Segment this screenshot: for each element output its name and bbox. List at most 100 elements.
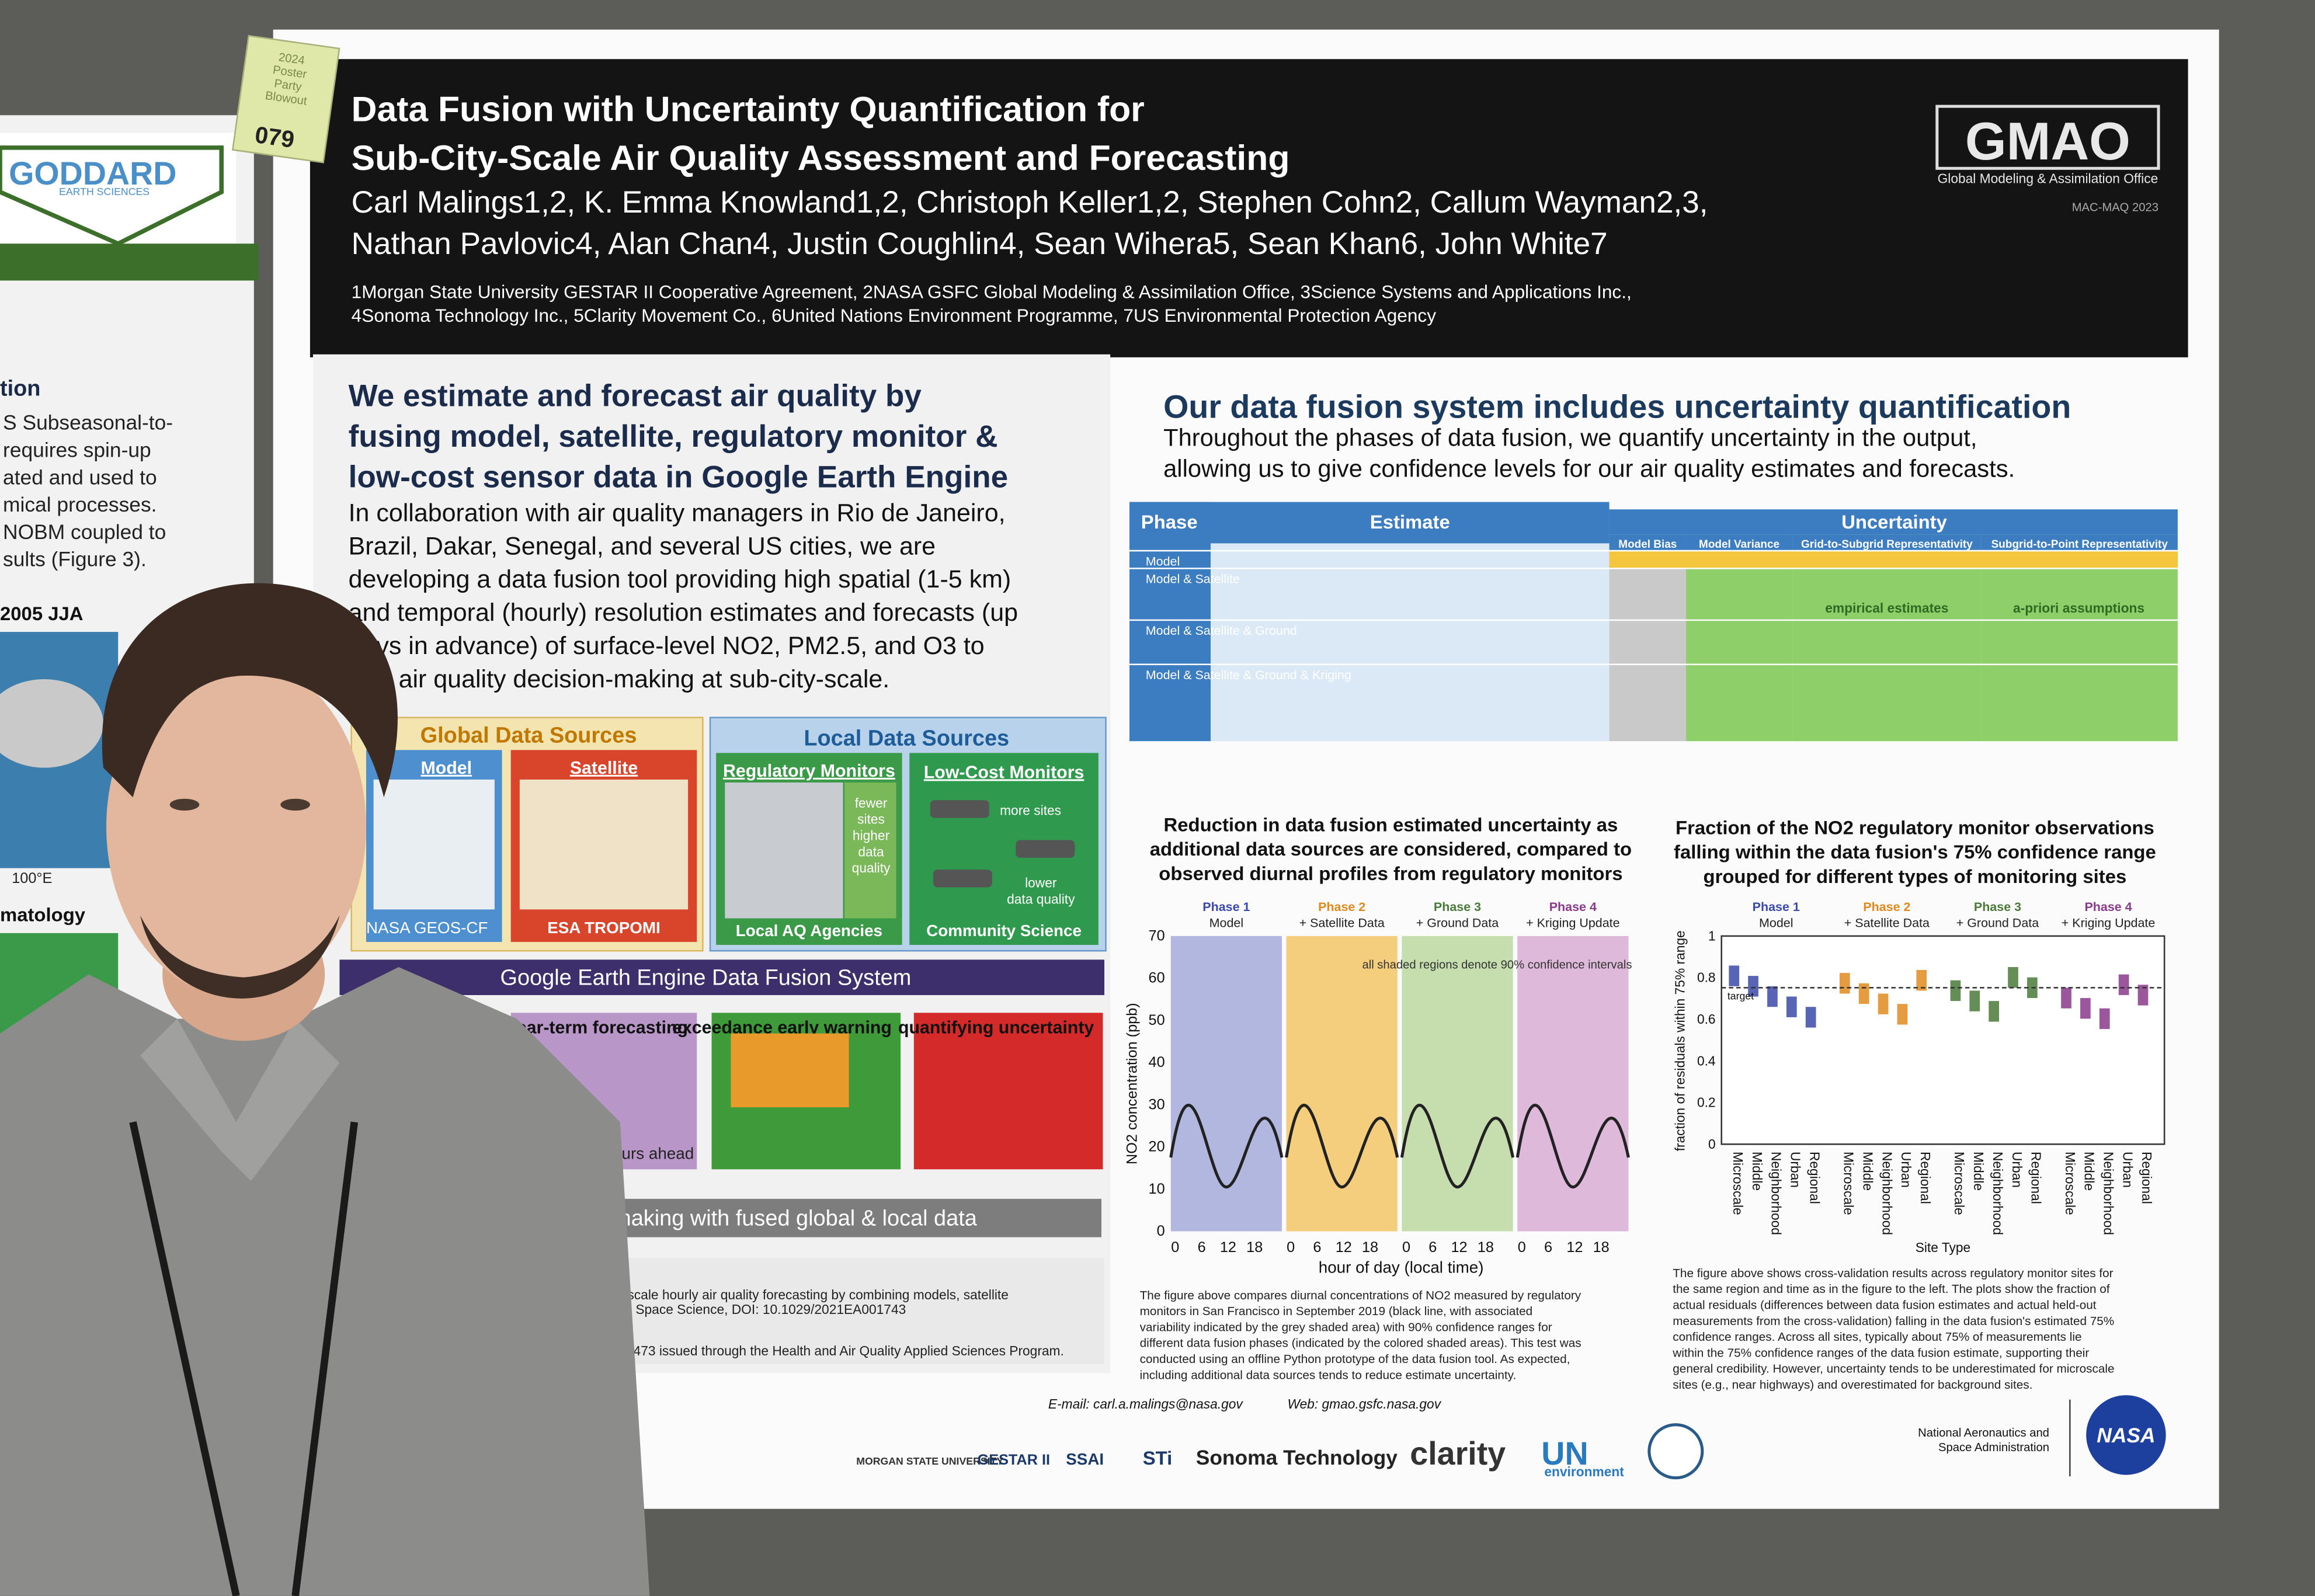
box bbox=[2118, 974, 2129, 995]
side-green bbox=[0, 244, 259, 281]
box bbox=[1897, 1004, 1908, 1025]
chart2-frame bbox=[1720, 935, 2165, 1145]
gmao-box bbox=[1935, 105, 2160, 170]
web: Web: gmao.gsfc.nasa.gov bbox=[1287, 1396, 1441, 1411]
sensor bbox=[1016, 840, 1075, 858]
phase-panel bbox=[1286, 936, 1398, 1232]
chart1-title: additional data sources are considered, … bbox=[1150, 838, 1632, 860]
funding: K1473 issued through the Health and Air … bbox=[617, 1343, 1064, 1358]
chart2-xlabel: Site Type bbox=[1916, 1240, 1970, 1255]
side-text: S Subseasonal-to- bbox=[3, 412, 173, 434]
site-label: Urban bbox=[2120, 1152, 2135, 1188]
right-intro: Throughout the phases of data fusion, we… bbox=[1163, 424, 1977, 451]
phase-sub: + Kriging Update bbox=[2062, 916, 2156, 930]
side-heading: tion bbox=[0, 377, 40, 401]
phase-sub: + Kriging Update bbox=[1526, 916, 1620, 930]
phase-title: Phase 3 bbox=[1974, 900, 2021, 914]
nasa-meatball bbox=[2086, 1395, 2166, 1475]
badge-tag bbox=[231, 34, 340, 164]
diurnal-profile bbox=[1400, 1104, 1515, 1189]
chart1-title: observed diurnal profiles from regulator… bbox=[1159, 863, 1622, 884]
diurnal-profile bbox=[1285, 1104, 1399, 1189]
nasa-text: Space Administration bbox=[1938, 1441, 2049, 1454]
output-tile bbox=[913, 1013, 1103, 1170]
gee-label: Google Earth Engine Data Fusion System bbox=[500, 965, 912, 990]
site-label: Middle bbox=[1860, 1152, 1875, 1191]
site-label: Middle bbox=[1750, 1152, 1765, 1191]
lowcost-title: Low-Cost Monitors bbox=[924, 763, 1084, 782]
epa-seal bbox=[1647, 1423, 1704, 1480]
gmao-sub: Global Modeling & Assimilation Office bbox=[1938, 171, 2158, 186]
site-label: Microscale bbox=[2063, 1152, 2078, 1215]
chart1-ylabel: NO2 concentration (ppb) bbox=[1124, 1003, 1141, 1164]
left-heading: We estimate and forecast air quality by bbox=[349, 378, 922, 413]
citation: nd Space Science, DOI: 10.1029/2021EA001… bbox=[617, 1302, 906, 1317]
left-body: port air quality decision-making at sub-… bbox=[349, 665, 890, 693]
right-intro: allowing us to give confidence levels fo… bbox=[1163, 455, 2015, 482]
email: E-mail: carl.a.malings@nasa.gov bbox=[1048, 1396, 1243, 1411]
y-tick-label: 40 bbox=[1149, 1054, 1165, 1070]
chart2-caption: actual residuals (differences between da… bbox=[1673, 1298, 2096, 1312]
eye bbox=[169, 798, 200, 811]
lowcost-note: data quality bbox=[1007, 891, 1075, 906]
header bbox=[310, 59, 2188, 357]
chart1-caption: variability indicated by the grey shaded… bbox=[1140, 1320, 1552, 1334]
reg-note: fewer bbox=[855, 795, 888, 811]
phase-title: Phase 1 bbox=[1753, 900, 1800, 914]
table-note: a-priori assumptions bbox=[2013, 600, 2144, 616]
y-tick-label: 30 bbox=[1149, 1096, 1165, 1112]
lowcost-caption: Community Science bbox=[926, 922, 1082, 940]
table-subhead bbox=[1981, 534, 2178, 551]
box bbox=[1748, 976, 1758, 997]
table-head: Phase bbox=[1141, 511, 1198, 533]
site-label: Urban bbox=[1899, 1152, 1914, 1188]
phase-sub: + Satellite Data bbox=[1299, 916, 1385, 930]
site-label: Neighborhood bbox=[1990, 1152, 2005, 1235]
title: Sub-City-Scale Air Quality Assessment an… bbox=[352, 138, 1290, 178]
exceedance-patch bbox=[731, 1033, 849, 1108]
sponsor-logo: environment bbox=[1544, 1464, 1624, 1479]
phase-title: Phase 4 bbox=[2084, 900, 2132, 914]
box bbox=[2008, 966, 2018, 988]
phase-sub: + Ground Data bbox=[1956, 916, 2039, 930]
box bbox=[1878, 993, 1889, 1014]
lowcost-note: lower bbox=[1025, 875, 1057, 890]
chart1-caption: monitors in San Francisco in September 2… bbox=[1140, 1305, 1533, 1318]
left-body: days in advance) of surface-level NO2, P… bbox=[349, 632, 985, 660]
decision-label: -making with fused global & local data bbox=[606, 1206, 978, 1230]
table-phase: Model & Satellite bbox=[1146, 572, 1240, 586]
table-subhead bbox=[1686, 534, 1793, 551]
table-subhead bbox=[1609, 534, 1687, 551]
chart2-caption: within the 75% confidence ranges of the … bbox=[1672, 1346, 2089, 1359]
table-phase: Model & Satellite & Ground bbox=[1146, 624, 1297, 638]
side-map-label: 2005 JJA bbox=[0, 603, 84, 624]
table-head bbox=[1129, 502, 1610, 544]
site-label: Neighborhood bbox=[2101, 1152, 2116, 1235]
chart2-caption: general credibility. However, uncertaint… bbox=[1673, 1362, 2114, 1376]
sponsor-logo: MORGAN STATE UNIVERSITY bbox=[856, 1455, 1003, 1467]
reg-photo bbox=[725, 782, 843, 919]
chart1-caption: conducted using an offline Python protot… bbox=[1140, 1352, 1570, 1366]
phase-sub: + Ground Data bbox=[1416, 916, 1499, 930]
sponsor-logo: STi bbox=[1143, 1447, 1173, 1469]
chart2-caption: confidence ranges. Across all sites, typ… bbox=[1673, 1330, 2081, 1344]
sat-map bbox=[519, 779, 689, 910]
reg-title: Regulatory Monitors bbox=[723, 762, 895, 781]
side-text: ated and used to bbox=[3, 466, 157, 489]
box bbox=[1916, 970, 1927, 991]
output-label: quantifying uncertainty bbox=[898, 1018, 1094, 1038]
left-body: and temporal (hourly) resolution estimat… bbox=[349, 599, 1018, 627]
site-label: Microscale bbox=[1952, 1152, 1967, 1215]
y-tick-label: 0 bbox=[1708, 1136, 1716, 1152]
chart2-ylabel: fraction of residuals within 75% range bbox=[1673, 930, 1688, 1151]
x-tick-label: 12 bbox=[1566, 1239, 1583, 1256]
box bbox=[1989, 1001, 1999, 1022]
model-title: Model bbox=[420, 759, 472, 778]
chart1-caption: different data fusion phases (indicated … bbox=[1140, 1337, 1581, 1350]
side-axis: 100°E bbox=[12, 870, 52, 886]
model-caption: NASA GEOS-CF bbox=[366, 919, 488, 937]
phase-sub: Model bbox=[1209, 916, 1243, 930]
x-tick-label: 18 bbox=[1246, 1239, 1263, 1256]
phase-title: Phase 2 bbox=[1863, 900, 1910, 914]
